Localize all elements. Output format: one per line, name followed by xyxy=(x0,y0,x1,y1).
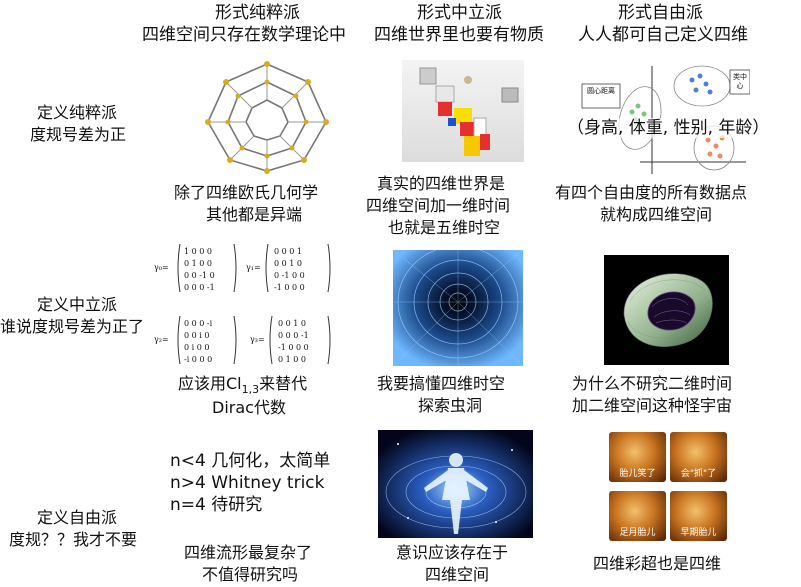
row-3-title: 定义自由派 xyxy=(37,508,118,527)
column-3-subtitle: 人人都可自己定义四维 xyxy=(578,25,748,45)
cluster-label-right: 类中心 xyxy=(733,73,747,90)
wormhole-image xyxy=(393,250,523,366)
column-2-subtitle: 四维世界里也要有物质 xyxy=(374,25,544,45)
column-1-title: 形式纯粹派 xyxy=(215,3,300,23)
r2c2-text-line2: 探索虫洞 xyxy=(418,396,483,415)
r1c1-text-line1: 除了四维欧氏几何学 xyxy=(174,183,319,202)
r2c3-text-line2: 加二维空间这种怪宇宙 xyxy=(572,396,733,415)
r1c1-text-line2: 其他都是异端 xyxy=(206,205,303,224)
polytope-wireframe-image xyxy=(200,60,335,175)
gamma-2-label: γ₂= xyxy=(154,335,169,344)
r3c3-text-line1: 四维彩超也是四维 xyxy=(593,554,722,573)
r1c2-text-line2: 四维空间加一维时间 xyxy=(366,196,511,215)
r3c1-text-line2: 不值得研究吗 xyxy=(202,565,299,584)
ultrasound-photo: 会"抓"了 xyxy=(670,432,727,482)
row-1-subtitle: 度规号差为正 xyxy=(30,125,127,144)
r2c1-text-line1: 应该用Cl1,3来替代 xyxy=(178,374,308,396)
r3c2-text-line1: 意识应该存在于 xyxy=(396,543,509,562)
r1c3-text-line2: 就构成四维空间 xyxy=(600,205,713,224)
row-1-title: 定义纯粹派 xyxy=(37,103,118,122)
consciousness-figure-image xyxy=(378,430,533,538)
row-2-subtitle: 谁说度规号差为正了 xyxy=(0,317,145,336)
ultrasound-photo: 足月胎儿 xyxy=(609,491,666,541)
cluster-label-left: 圆心距离 xyxy=(587,87,615,95)
dimension-list-item: n<4 几何化，太简单 xyxy=(170,451,331,471)
ultrasound-photo: 胎儿笑了 xyxy=(609,432,666,482)
ultrasound-photo: 早期胎儿 xyxy=(670,491,727,541)
column-2-title: 形式中立派 xyxy=(417,3,502,23)
dimension-list-item: n=4 待研究 xyxy=(170,495,263,515)
r1c3-attributes-caption: （身高, 体重, 性别, 年龄） xyxy=(567,118,770,138)
r3c1-text-line1: 四维流形最复杂了 xyxy=(184,543,313,562)
gamma-3-label: γ₃= xyxy=(250,335,265,344)
torus-shape-image xyxy=(604,255,729,365)
r1c2-text-line1: 真实的四维世界是 xyxy=(377,174,506,193)
r2c1-text-line2: Dirac代数 xyxy=(212,398,286,417)
r1c3-text-line1: 有四个自由度的所有数据点 xyxy=(555,183,748,202)
row-2-title: 定义中立派 xyxy=(37,295,118,314)
gamma-1-label: γ₁= xyxy=(246,263,261,272)
blocks-scene-image xyxy=(402,60,524,162)
dimension-list-item: n>4 Whitney trick xyxy=(170,473,325,493)
column-1-subtitle: 四维空间只存在数学理论中 xyxy=(142,25,346,45)
gamma-0-label: γ₀= xyxy=(154,263,169,272)
r3c2-text-line2: 四维空间 xyxy=(425,565,490,584)
dimension-list: n<4 几何化，太简单 n>4 Whitney trick n=4 待研究 xyxy=(170,450,330,516)
column-3-title: 形式自由派 xyxy=(618,3,703,23)
r1c2-text-line3: 也就是五维时空 xyxy=(388,218,501,237)
row-3-subtitle: 度规？？我才不要 xyxy=(9,530,138,549)
r2c2-text-line1: 我要搞懂四维时空 xyxy=(377,374,506,393)
r2c3-text-line1: 为什么不研究二维时间 xyxy=(572,374,733,393)
